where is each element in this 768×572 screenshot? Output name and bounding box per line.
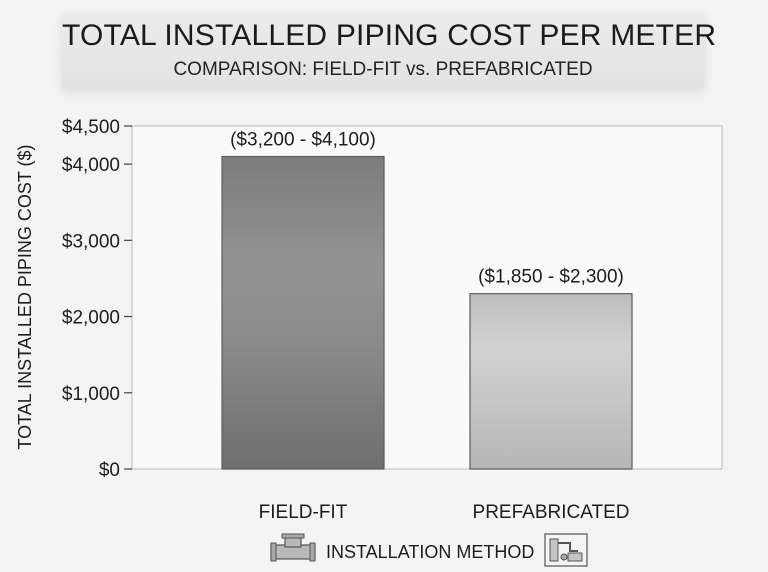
- pipe-tee-icon: [270, 533, 316, 572]
- y-tick-label: $4,500: [62, 117, 120, 138]
- y-tick-label: $0: [99, 460, 120, 481]
- x-category-label: FIELD-FIT: [259, 502, 348, 523]
- x-axis-title-row: INSTALLATION METHOD: [270, 532, 600, 572]
- bar-data-label: ($3,200 - $4,100): [230, 129, 376, 150]
- bar-field-fit: [221, 155, 385, 470]
- y-tick-label: $2,000: [62, 308, 120, 329]
- y-tick-label: $1,000: [62, 384, 120, 405]
- x-category-label: PREFABRICATED: [473, 502, 630, 523]
- x-axis-label: INSTALLATION METHOD: [326, 541, 535, 562]
- chart-title: TOTAL INSTALLED PIPING COST PER METER: [62, 19, 717, 52]
- prefab-module-icon: [544, 532, 588, 572]
- plot-area: [131, 125, 723, 470]
- chart-subtitle: COMPARISON: FIELD-FIT vs. PREFABRICATED: [173, 59, 593, 80]
- y-tick-label: $4,000: [62, 155, 120, 176]
- y-axis-label: TOTAL INSTALLED PIPING COST ($): [15, 144, 35, 449]
- bar-data-label: ($1,850 - $2,300): [478, 267, 624, 288]
- title-banner: TOTAL INSTALLED PIPING COST PER METER CO…: [62, 12, 717, 88]
- y-tick-label: $3,000: [62, 231, 120, 252]
- bar-prefabricated: [469, 293, 633, 470]
